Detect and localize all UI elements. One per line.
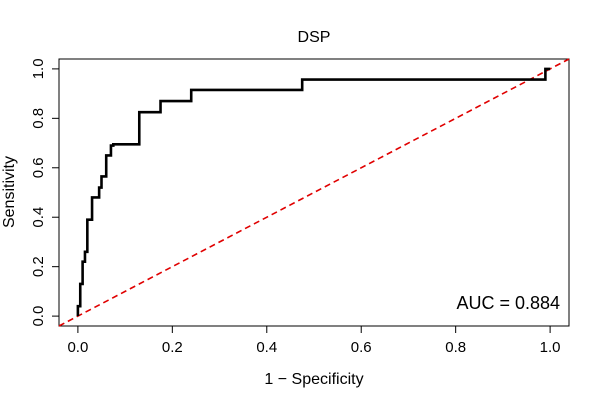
y-tick-label: 0.4 [30,207,47,228]
y-tick-label: 0.2 [30,256,47,277]
plot-box [58,58,570,327]
y-tick-label: 0.8 [30,108,47,129]
x-tick-label: 1.0 [540,339,561,356]
x-tick-label: 0.0 [67,339,88,356]
y-tick-label: 0.6 [30,157,47,178]
auc-annotation: AUC = 0.884 [456,293,560,313]
x-axis-label: 1 − Specificity [264,371,363,388]
x-tick-label: 0.6 [351,339,372,356]
x-tick-label: 0.8 [445,339,466,356]
y-axis: 0.0 0.2 0.4 0.6 0.8 1.0 [30,58,59,327]
series-layer [58,58,570,327]
x-tick-label: 0.2 [162,339,183,356]
y-tick-label: 0.0 [30,306,47,327]
y-tick-label: 1.0 [30,58,47,79]
x-tick-label: 0.4 [256,339,277,356]
x-axis: 0.0 0.2 0.4 0.6 0.8 1.0 [67,326,561,356]
roc-curve-line [76,67,551,317]
reference-diagonal-line [58,58,570,327]
y-axis-label: Sensitivity [1,156,18,228]
chart-title: DSP [298,29,331,46]
